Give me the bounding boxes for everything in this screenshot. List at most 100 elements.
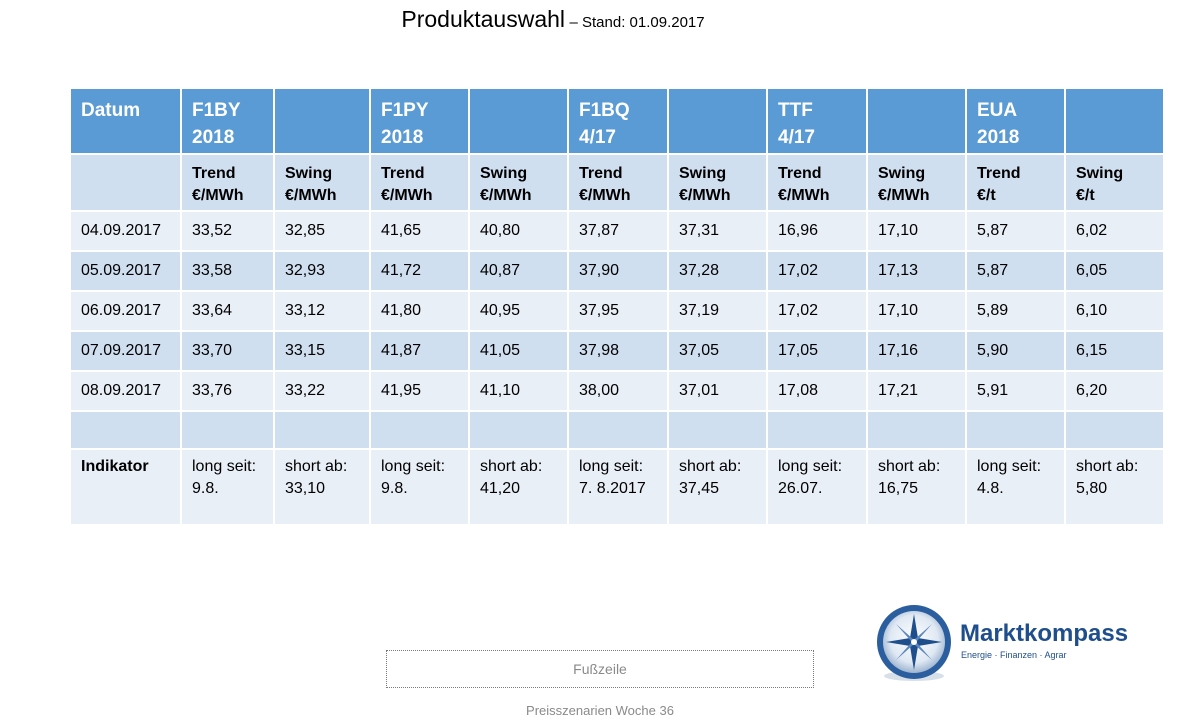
value-cell: 5,87 xyxy=(966,211,1066,252)
product-table: Datum F1BY 2018 F1PY 2018 F1BQ 4/17 TTF … xyxy=(71,89,1165,526)
empty-cell xyxy=(568,411,669,450)
value-cell: 40,95 xyxy=(469,291,569,332)
value-cell: 17,16 xyxy=(867,331,967,372)
header-cell: F1BY 2018 xyxy=(181,89,275,155)
value-cell: 32,85 xyxy=(274,211,371,252)
header-cell xyxy=(274,89,371,155)
value-cell: 16,96 xyxy=(767,211,868,252)
indicator-cell: long seit: 9.8. xyxy=(370,449,470,526)
value-cell: 5,87 xyxy=(966,251,1066,292)
value-cell: 40,87 xyxy=(469,251,569,292)
title-subtitle: – Stand: 01.09.2017 xyxy=(569,14,705,31)
header-cell xyxy=(867,89,967,155)
indicator-cell: short ab: 37,45 xyxy=(668,449,768,526)
subheader-cell xyxy=(71,154,182,212)
subheader-row: Trend €/MWh Swing €/MWh Trend €/MWh Swin… xyxy=(71,154,1165,212)
value-cell: 33,12 xyxy=(274,291,371,332)
value-cell: 5,91 xyxy=(966,371,1066,412)
value-cell: 6,10 xyxy=(1065,291,1165,332)
header-cell: F1BQ 4/17 xyxy=(568,89,669,155)
logo-tagline: Energie · Finanzen · Agrar xyxy=(961,650,1067,660)
blank-row xyxy=(71,411,1165,450)
indicator-label: Indikator xyxy=(71,449,182,526)
value-cell: 6,20 xyxy=(1065,371,1165,412)
page-title: Produktauswahl – Stand: 01.09.2017 xyxy=(0,6,1106,33)
value-cell: 41,05 xyxy=(469,331,569,372)
value-cell: 41,80 xyxy=(370,291,470,332)
subheader-cell: Swing €/MWh xyxy=(469,154,569,212)
logo-brand-name: Marktkompass xyxy=(960,620,1129,647)
date-cell: 06.09.2017 xyxy=(71,291,182,332)
value-cell: 33,64 xyxy=(181,291,275,332)
empty-cell xyxy=(274,411,371,450)
empty-cell xyxy=(867,411,967,450)
value-cell: 41,95 xyxy=(370,371,470,412)
header-cell xyxy=(1065,89,1165,155)
value-cell: 33,52 xyxy=(181,211,275,252)
empty-cell xyxy=(71,411,182,450)
subheader-cell: Swing €/MWh xyxy=(274,154,371,212)
value-cell: 38,00 xyxy=(568,371,669,412)
value-cell: 37,19 xyxy=(668,291,768,332)
subheader-cell: Trend €/MWh xyxy=(568,154,669,212)
value-cell: 33,22 xyxy=(274,371,371,412)
value-cell: 6,02 xyxy=(1065,211,1165,252)
table-row: 05.09.2017 33,58 32,93 41,72 40,87 37,90… xyxy=(71,251,1165,292)
week-label: Preisszenarien Woche 36 xyxy=(526,703,674,718)
indicator-cell: short ab: 33,10 xyxy=(274,449,371,526)
date-cell: 08.09.2017 xyxy=(71,371,182,412)
value-cell: 41,72 xyxy=(370,251,470,292)
value-cell: 17,10 xyxy=(867,291,967,332)
subheader-cell: Trend €/MWh xyxy=(370,154,470,212)
empty-cell xyxy=(668,411,768,450)
empty-cell xyxy=(370,411,470,450)
empty-cell xyxy=(469,411,569,450)
indicator-row: Indikator long seit: 9.8. short ab: 33,1… xyxy=(71,449,1165,526)
compass-rose-icon xyxy=(877,605,951,681)
empty-cell xyxy=(966,411,1066,450)
value-cell: 17,02 xyxy=(767,291,868,332)
subheader-cell: Swing €/t xyxy=(1065,154,1165,212)
header-cell xyxy=(469,89,569,155)
value-cell: 37,95 xyxy=(568,291,669,332)
date-cell: 05.09.2017 xyxy=(71,251,182,292)
value-cell: 37,98 xyxy=(568,331,669,372)
header-cell: F1PY 2018 xyxy=(370,89,470,155)
subheader-cell: Trend €/t xyxy=(966,154,1066,212)
value-cell: 37,28 xyxy=(668,251,768,292)
footer-placeholder-box[interactable]: Fußzeile xyxy=(386,650,814,688)
value-cell: 37,90 xyxy=(568,251,669,292)
subheader-cell: Swing €/MWh xyxy=(867,154,967,212)
value-cell: 37,05 xyxy=(668,331,768,372)
title-main: Produktauswahl xyxy=(401,6,566,32)
subheader-cell: Trend €/MWh xyxy=(767,154,868,212)
header-cell: TTF 4/17 xyxy=(767,89,868,155)
value-cell: 17,02 xyxy=(767,251,868,292)
indicator-cell: long seit: 7. 8.2017 xyxy=(568,449,669,526)
indicator-cell: long seit: 4.8. xyxy=(966,449,1066,526)
footer-placeholder-text: Fußzeile xyxy=(573,661,627,677)
value-cell: 17,21 xyxy=(867,371,967,412)
subheader-cell: Trend €/MWh xyxy=(181,154,275,212)
value-cell: 41,65 xyxy=(370,211,470,252)
header-cell: EUA 2018 xyxy=(966,89,1066,155)
header-row: Datum F1BY 2018 F1PY 2018 F1BQ 4/17 TTF … xyxy=(71,89,1165,155)
table-row: 04.09.2017 33,52 32,85 41,65 40,80 37,87… xyxy=(71,211,1165,252)
indicator-cell: long seit: 9.8. xyxy=(181,449,275,526)
table-row: 08.09.2017 33,76 33,22 41,95 41,10 38,00… xyxy=(71,371,1165,412)
value-cell: 40,80 xyxy=(469,211,569,252)
value-cell: 32,93 xyxy=(274,251,371,292)
indicator-cell: short ab: 5,80 xyxy=(1065,449,1165,526)
indicator-cell: long seit: 26.07. xyxy=(767,449,868,526)
table-row: 06.09.2017 33,64 33,12 41,80 40,95 37,95… xyxy=(71,291,1165,332)
value-cell: 37,87 xyxy=(568,211,669,252)
value-cell: 17,10 xyxy=(867,211,967,252)
value-cell: 33,58 xyxy=(181,251,275,292)
value-cell: 6,15 xyxy=(1065,331,1165,372)
date-cell: 04.09.2017 xyxy=(71,211,182,252)
value-cell: 41,10 xyxy=(469,371,569,412)
value-cell: 17,08 xyxy=(767,371,868,412)
value-cell: 33,70 xyxy=(181,331,275,372)
value-cell: 17,05 xyxy=(767,331,868,372)
date-cell: 07.09.2017 xyxy=(71,331,182,372)
